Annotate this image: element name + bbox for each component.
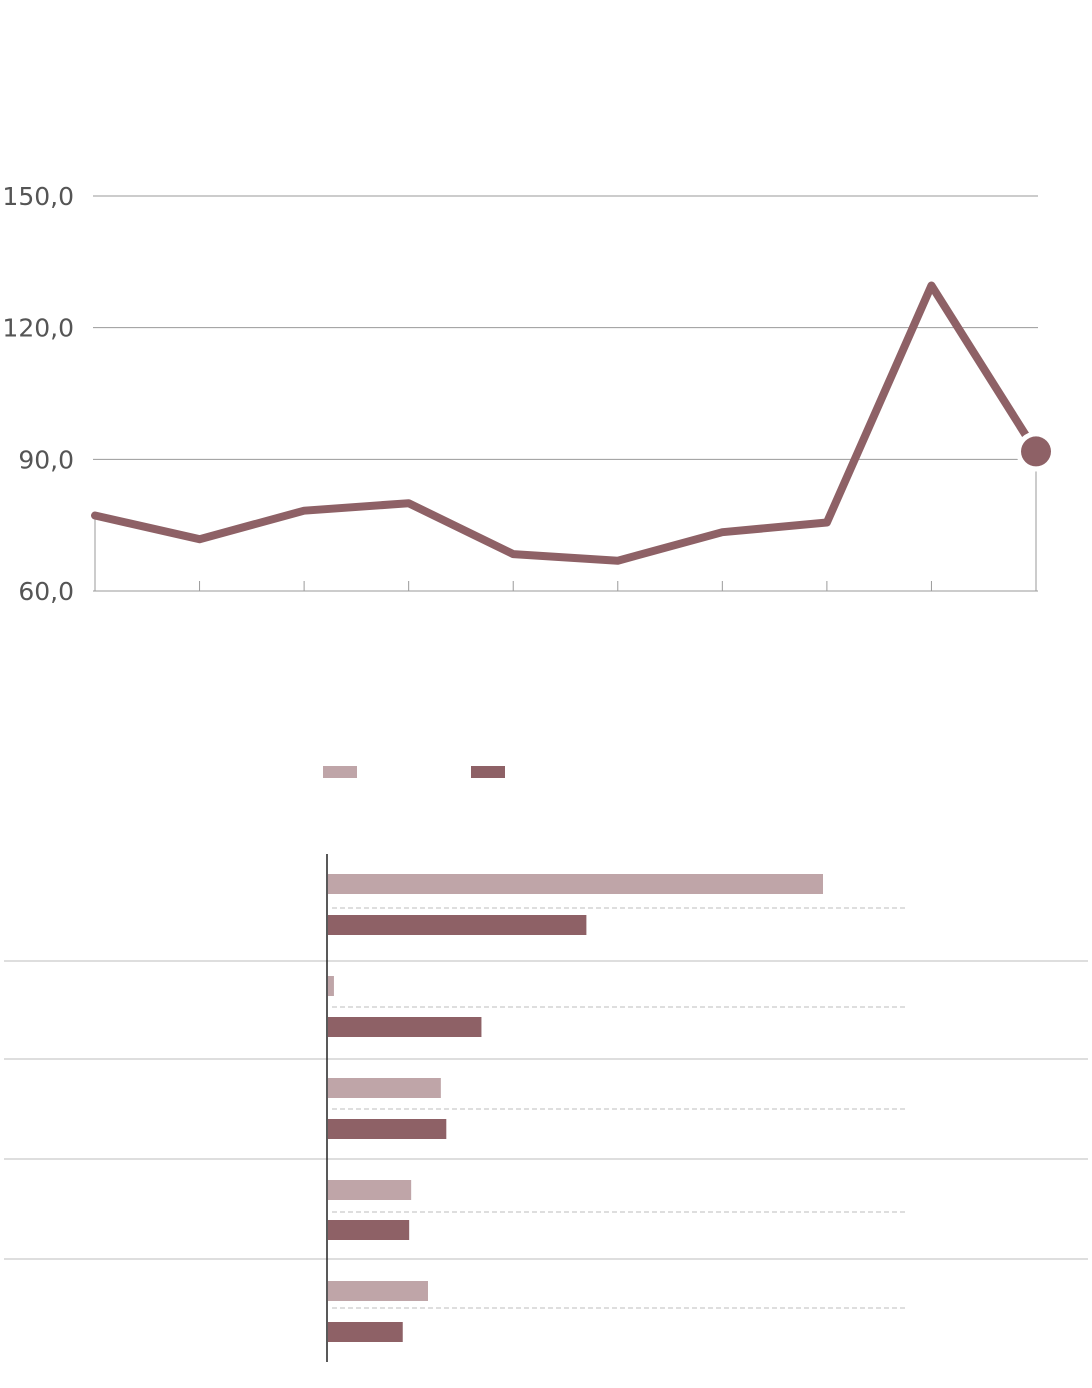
series-line (91, 281, 1040, 565)
bar-dark (328, 1017, 482, 1037)
bar-light (328, 1078, 441, 1098)
bar-dark (328, 1119, 447, 1139)
bar-chart-row-dividers (4, 960, 1088, 1260)
bar-light (328, 1180, 412, 1200)
bar-light (328, 874, 823, 894)
bar-light (328, 976, 334, 996)
line-chart-y-axis: 60,0 90,0 120,0 150,0 (2, 182, 74, 606)
bar-dark (328, 915, 587, 935)
line-chart-x-axis (94, 471, 1037, 591)
bar-light (328, 1281, 428, 1301)
bar-chart-legend (323, 766, 505, 778)
y-tick-label: 90,0 (18, 445, 74, 474)
y-tick-label: 60,0 (18, 577, 74, 606)
legend-swatch-primary (471, 766, 505, 778)
y-tick-label: 120,0 (2, 314, 74, 343)
line-chart: 60,0 90,0 120,0 150,0 (2, 182, 1056, 606)
bar-dark (328, 1220, 410, 1240)
bar-chart-bars (328, 874, 905, 1342)
bar-dark (328, 1322, 403, 1342)
line-chart-gridlines (93, 195, 1038, 592)
legend-swatch-light (323, 766, 357, 778)
y-tick-label: 150,0 (2, 182, 74, 211)
last-point-marker (1021, 436, 1051, 467)
line-chart-series (91, 281, 1056, 565)
